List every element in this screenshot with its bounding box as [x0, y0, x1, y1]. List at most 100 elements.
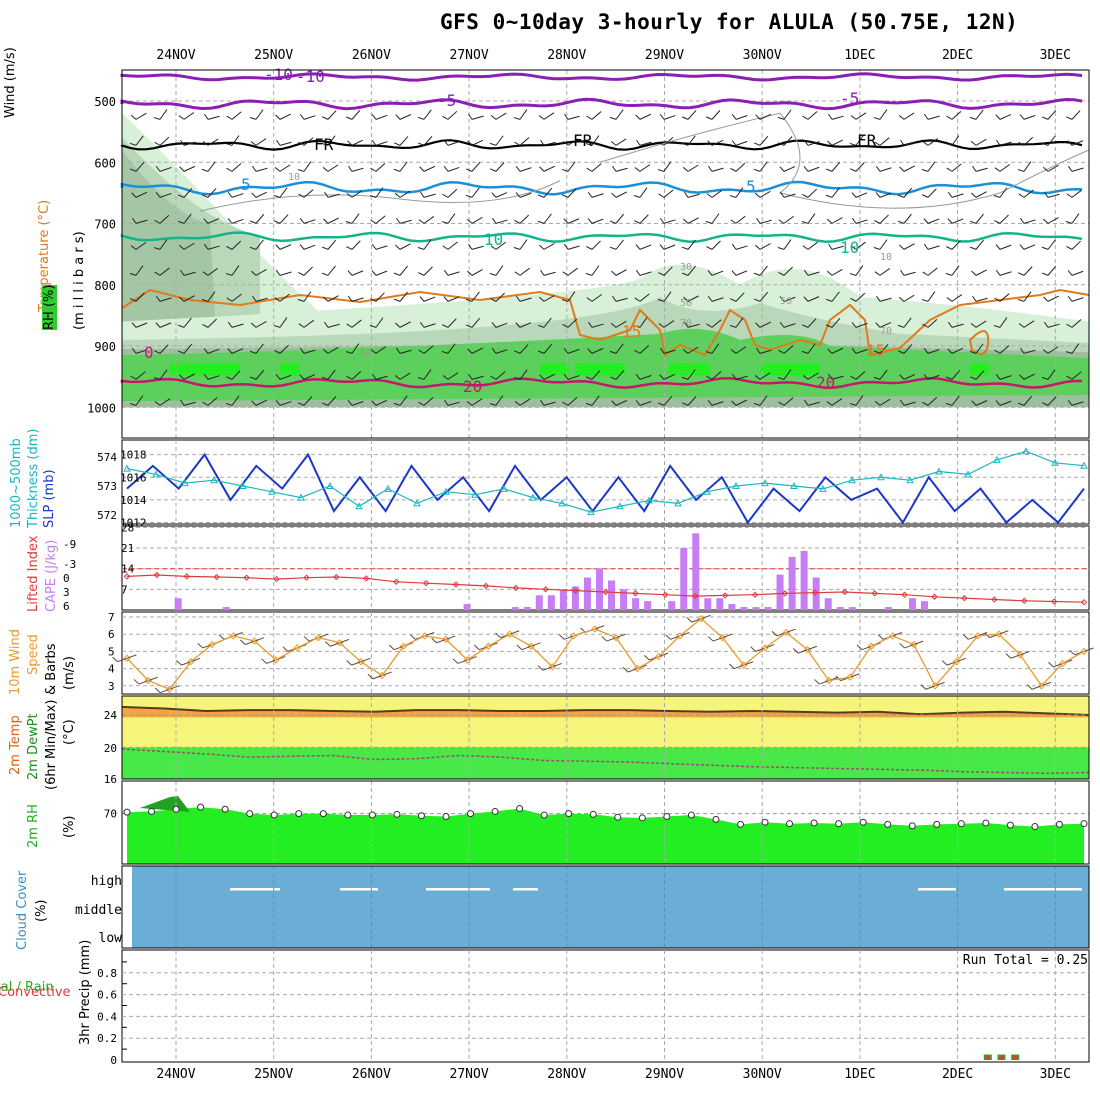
wind-barb [683, 295, 699, 302]
wind-barb [898, 112, 915, 120]
date-label-bottom: 26NOV [351, 1067, 391, 1082]
wind-barb [993, 317, 1008, 328]
wind-barb [825, 161, 841, 172]
pressure-tick: 600 [94, 156, 116, 170]
wind-barb [874, 398, 891, 406]
wind-barb [562, 138, 579, 146]
precip-tick: 0.8 [97, 967, 117, 980]
contour-label: 50 [360, 348, 372, 359]
wind-barb [178, 112, 195, 120]
wind-barb [249, 109, 264, 120]
wind-barb [779, 166, 796, 172]
date-label-top: 25NOV [254, 48, 294, 63]
wind-barb [443, 269, 460, 276]
wind-barb [706, 371, 722, 380]
wind-barb [753, 135, 769, 146]
wind-barb [873, 109, 888, 120]
rh2m-area [127, 807, 1084, 864]
wind-barb [201, 291, 216, 302]
wind-barb [586, 163, 602, 172]
wind10-tick: 7 [108, 611, 115, 624]
wind-barb [490, 241, 506, 250]
cloud-high-segment [340, 888, 378, 891]
wind-barb [635, 374, 652, 380]
thickness-tick: 572 [97, 509, 117, 522]
wind-barb [321, 135, 336, 146]
pressure-tick: 1000 [87, 401, 116, 415]
cloud-high-segment [1004, 888, 1082, 891]
wind-barb [420, 191, 436, 198]
wind-barb [275, 374, 292, 380]
rh2m-marker [957, 820, 965, 828]
wind-barb [801, 213, 816, 224]
wind-barb [226, 163, 242, 172]
wind-barb [513, 239, 528, 250]
wind-barb [972, 295, 988, 302]
wind-barb [155, 166, 172, 172]
precip-conv-bar [985, 1055, 990, 1060]
thickness-line [126, 450, 1085, 513]
wind-barb [418, 266, 433, 276]
wind-barb [347, 400, 364, 406]
wind-barb [204, 243, 220, 250]
wind-barb [730, 292, 745, 302]
wind-barb [634, 293, 650, 302]
contour-label: 15 [866, 341, 885, 360]
wind-barb [681, 265, 696, 276]
wind-barb [130, 371, 146, 380]
wind-barb [323, 295, 339, 302]
wind-barb [826, 398, 843, 406]
wind-barb [900, 399, 916, 406]
wind10-tick: 3 [108, 680, 115, 693]
wind-barb [348, 165, 364, 172]
wind-barb [539, 165, 556, 172]
cape-bar [668, 601, 676, 610]
wind-barb [706, 240, 721, 250]
wind-barb [394, 372, 411, 380]
wind-barb [442, 188, 458, 198]
wind-barb [419, 165, 436, 172]
wind10-barb [473, 642, 499, 651]
li-tick: 3 [63, 586, 70, 599]
wind-barb [371, 140, 388, 146]
wind10-barb [984, 630, 1009, 639]
wind-barb [1043, 295, 1060, 302]
cape-bar [884, 607, 892, 610]
wind-barb [802, 372, 819, 380]
wind-barb [850, 241, 866, 250]
wind-barb [825, 291, 840, 302]
wind-barb [993, 187, 1008, 198]
date-label-bottom: 24NOV [156, 1067, 196, 1082]
wind-barb [130, 292, 145, 302]
wind-barb [299, 244, 316, 250]
wind-barb [442, 241, 458, 250]
wind-barb [299, 217, 316, 224]
wind10-tick: 5 [108, 645, 115, 658]
temp-contour-20 [120, 377, 1082, 389]
slp-line [126, 452, 1085, 525]
cape-bar [583, 577, 591, 610]
wind-barb [684, 191, 700, 198]
temp-contour-minus10 [120, 72, 1083, 82]
wind-barb [778, 345, 794, 354]
wind-barb [609, 239, 624, 250]
wind-barb [490, 371, 506, 380]
wind-barb [515, 166, 532, 172]
wind-barb [683, 217, 699, 224]
contour-label: 20 [463, 377, 482, 396]
wind-barb [922, 318, 938, 328]
cape-bar [921, 601, 929, 610]
wind-barb [731, 114, 748, 120]
wind-barb [633, 187, 648, 198]
wind-barb [418, 345, 434, 354]
wind-barb [778, 397, 794, 406]
rh2m-marker [417, 812, 425, 820]
wind-barb [970, 370, 985, 380]
wind-barb [371, 243, 388, 250]
cape-tick: 21 [121, 542, 134, 555]
cape-bar [836, 607, 844, 610]
wind-barb [804, 399, 820, 406]
wind-barb [873, 344, 889, 354]
wind-barb [561, 291, 576, 302]
